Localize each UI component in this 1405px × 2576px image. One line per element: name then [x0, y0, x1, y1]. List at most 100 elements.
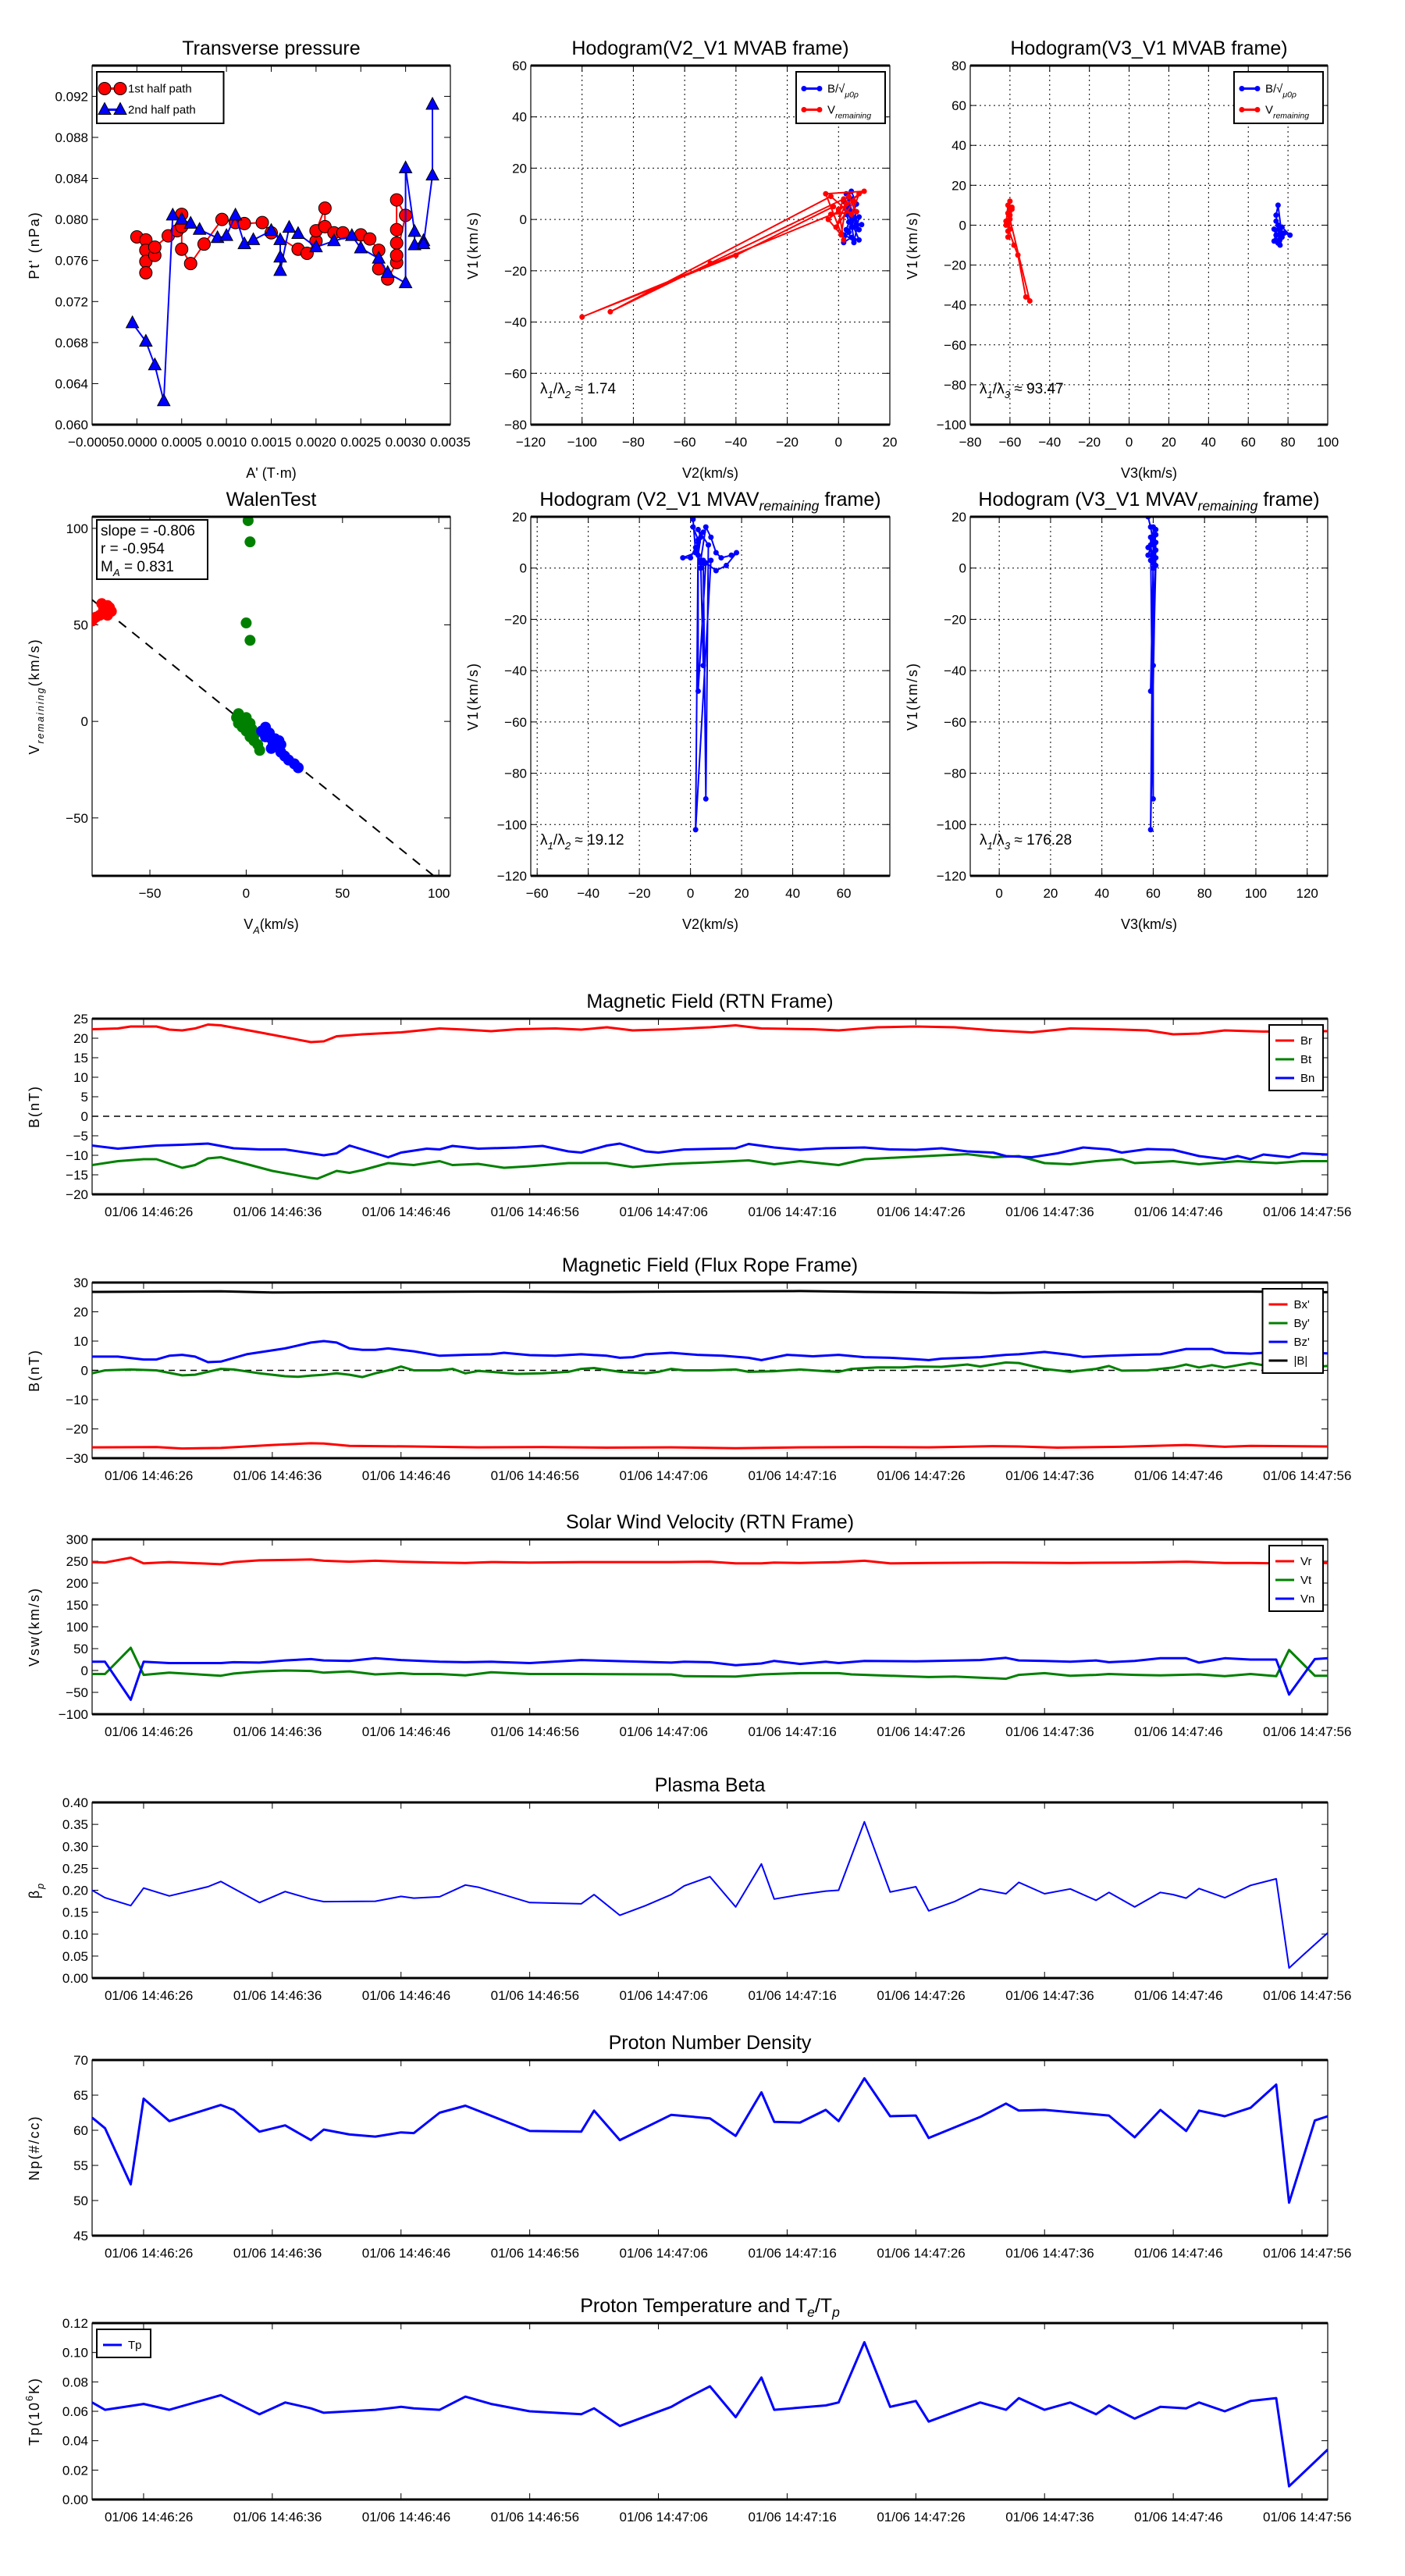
- data-point: [851, 198, 857, 205]
- y-tick-label: −40: [944, 664, 966, 678]
- text-part: 6: [24, 2394, 35, 2401]
- y-tick-label: 55: [73, 2158, 88, 2173]
- text-part: /λ: [993, 832, 1005, 849]
- x-tick-label: 01/06 14:47:16: [748, 1724, 836, 1739]
- data-point: [708, 534, 714, 540]
- y-axis-label: βp: [27, 1882, 46, 1898]
- text-part: /T: [815, 2295, 832, 2317]
- text-part: frame): [1257, 489, 1319, 511]
- data-point: [380, 265, 395, 278]
- data-point: [845, 194, 852, 200]
- x-tick-label: 01/06 14:47:06: [620, 2246, 708, 2261]
- data-point: [1287, 232, 1293, 238]
- data-point: [841, 237, 847, 243]
- data-point: [425, 167, 439, 181]
- y-tick-label: −80: [504, 418, 527, 432]
- legend-marker: [801, 86, 807, 91]
- x-tick-label: 01/06 14:46:26: [105, 1724, 193, 1739]
- data-point: [416, 236, 431, 250]
- legend-marker: [113, 82, 127, 95]
- y-tick-label: 30: [73, 1276, 88, 1290]
- data-point: [389, 236, 404, 250]
- x-tick-label: 01/06 14:47:06: [620, 1468, 708, 1483]
- y-tick-label: 0: [81, 714, 88, 729]
- x-tick-label: 0.0025: [340, 435, 381, 450]
- y-tick-label: −100: [497, 817, 527, 832]
- y-tick-label: 0.05: [62, 1949, 88, 1964]
- text-part: Hodogram(V2_V1 MVAB frame): [571, 37, 848, 59]
- chart-brtn: 01/06 14:46:26 01/06 14:46:36 01/06 14:46:…: [27, 991, 1351, 1219]
- data-point: [389, 248, 404, 262]
- y-tick-label: 20: [951, 178, 966, 193]
- y-tick-label: 0.072: [55, 294, 88, 309]
- chart-bfr: 01/06 14:46:26 01/06 14:46:36 01/06 14:46:…: [27, 1254, 1351, 1483]
- x-tick-label: −80: [622, 435, 645, 450]
- text-part: Br: [1300, 1034, 1312, 1048]
- data-point: [96, 598, 108, 610]
- y-tick-label: 10: [73, 1334, 88, 1349]
- data-point: [827, 194, 834, 200]
- x-tick-label: 01/06 14:47:56: [1263, 1468, 1351, 1483]
- eigenvalue-ratio-annotation: λ1/λ3 ≈ 93.47: [980, 381, 1064, 400]
- data-point: [843, 226, 849, 233]
- x-tick-label: 20: [1161, 435, 1176, 450]
- legend-box: [96, 2329, 151, 2358]
- text-part: V1(km/s): [465, 211, 481, 279]
- y-tick-label: −100: [937, 817, 966, 832]
- data-point: [148, 357, 162, 371]
- series-line: [92, 2341, 1328, 2488]
- x-tick-label: 01/06 14:47:16: [748, 1204, 836, 1219]
- x-tick-label: 01/06 14:47:16: [748, 1468, 836, 1483]
- text-part: μ0ρ: [844, 91, 859, 100]
- data-point: [1150, 550, 1156, 556]
- fit-stat-line: r = -0.954: [101, 541, 165, 557]
- chart-h1: −120 −100 −80 −60 −40 −20 0 20 −80 −60 −40 −20 0 20 40…: [465, 37, 897, 481]
- text-part: ≈ 93.47: [1010, 381, 1064, 397]
- text-part: WalenTest: [226, 489, 317, 511]
- eigenvalue-ratio-annotation: λ1/λ2 ≈ 1.74: [540, 381, 616, 400]
- y-tick-label: 60: [73, 2123, 88, 2138]
- x-tick-label: 01/06 14:46:26: [105, 1988, 193, 2003]
- data-point: [291, 226, 305, 240]
- eigenvalue-ratio-annotation: λ1/λ2 ≈ 19.12: [540, 832, 624, 852]
- text-part: Magnetic Field (Flux Rope Frame): [562, 1254, 858, 1276]
- series-1: [1003, 198, 1033, 304]
- data-point: [688, 555, 694, 561]
- legend-box: [1232, 71, 1324, 124]
- x-tick-label: 100: [1245, 886, 1267, 901]
- x-tick-label: 01/06 14:46:36: [233, 2246, 322, 2261]
- plot-area: [1003, 198, 1293, 304]
- data-point: [853, 208, 859, 215]
- y-axis-label: Np(#/cc): [27, 2115, 42, 2180]
- data-point: [718, 555, 724, 561]
- x-tick-label: 01/06 14:46:26: [105, 2246, 193, 2261]
- legend-entry: Vr: [1275, 1555, 1311, 1568]
- x-tick-label: 01/06 14:46:56: [491, 1724, 579, 1739]
- y-tick-label: −5: [73, 1129, 88, 1144]
- data-point: [825, 216, 831, 222]
- x-tick-label: 01/06 14:47:36: [1005, 2246, 1094, 2261]
- series-line: [92, 1656, 1328, 1701]
- text-part: Hodogram (V2_V1 MVAV: [539, 489, 759, 511]
- data-point: [1007, 198, 1013, 205]
- data-point: [733, 252, 739, 258]
- legend-entry: Tp: [103, 2339, 142, 2352]
- data-point: [1007, 216, 1013, 222]
- data-point: [841, 196, 847, 202]
- axes-frame: [91, 1018, 1329, 1195]
- text-part: A' (T·m): [246, 465, 296, 481]
- legend-marker: [1254, 107, 1261, 112]
- data-point: [1150, 524, 1156, 530]
- y-tick-label: 0.00: [62, 2492, 88, 2507]
- y-tick-label: −80: [944, 378, 966, 393]
- y-tick-label: 0.10: [62, 2346, 88, 2361]
- data-point: [165, 207, 180, 221]
- y-tick-label: 50: [73, 1642, 88, 1656]
- text-part: V2(km/s): [682, 916, 738, 932]
- y-tick-label: −20: [944, 258, 966, 273]
- x-tick-label: 01/06 14:46:26: [105, 2510, 193, 2524]
- axes-frame: [91, 2322, 1329, 2500]
- series-2: [92, 1142, 1328, 1161]
- series-line: [92, 1023, 1328, 1044]
- x-tick-label: 01/06 14:47:26: [877, 1988, 965, 2003]
